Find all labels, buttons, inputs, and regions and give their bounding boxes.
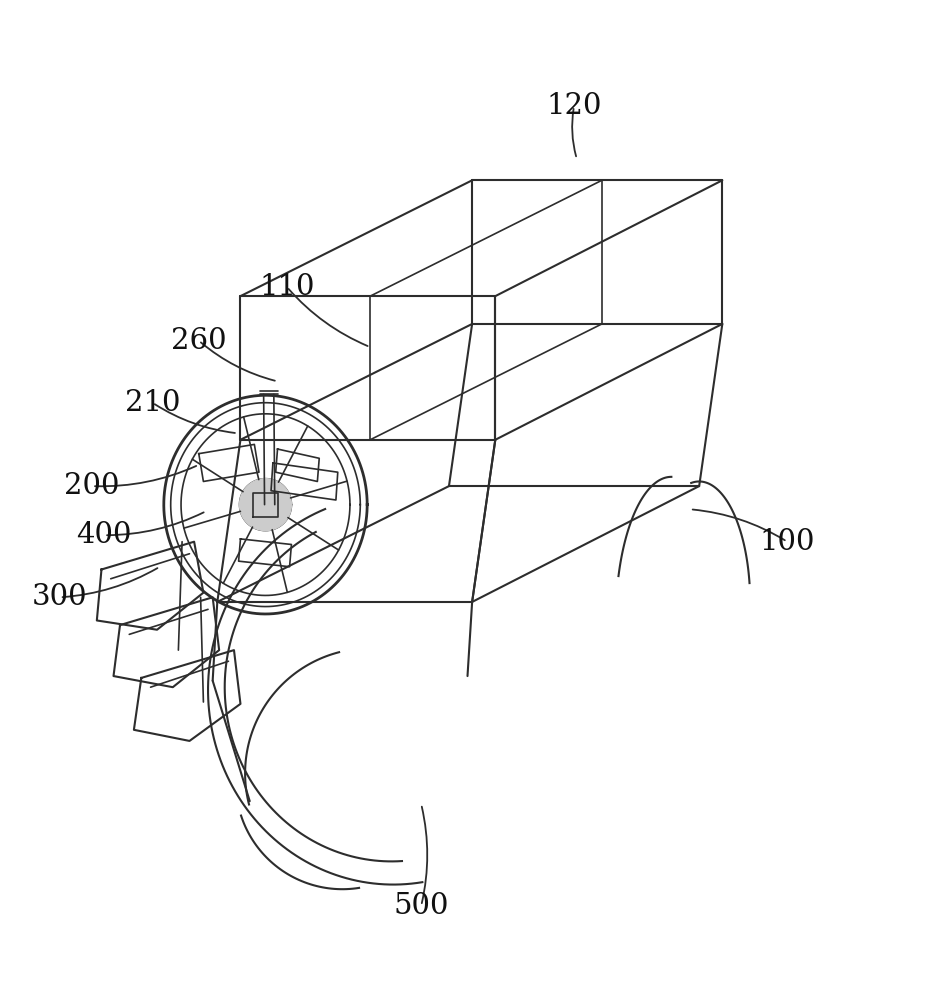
Text: 400: 400 <box>77 521 132 549</box>
Text: 200: 200 <box>65 472 120 500</box>
Text: 210: 210 <box>124 389 180 417</box>
Polygon shape <box>239 479 292 531</box>
Text: 110: 110 <box>259 273 314 301</box>
Text: 100: 100 <box>759 528 815 556</box>
Text: 500: 500 <box>394 892 449 920</box>
Text: 260: 260 <box>171 327 226 355</box>
Text: 300: 300 <box>32 583 88 611</box>
Text: 120: 120 <box>546 92 602 120</box>
